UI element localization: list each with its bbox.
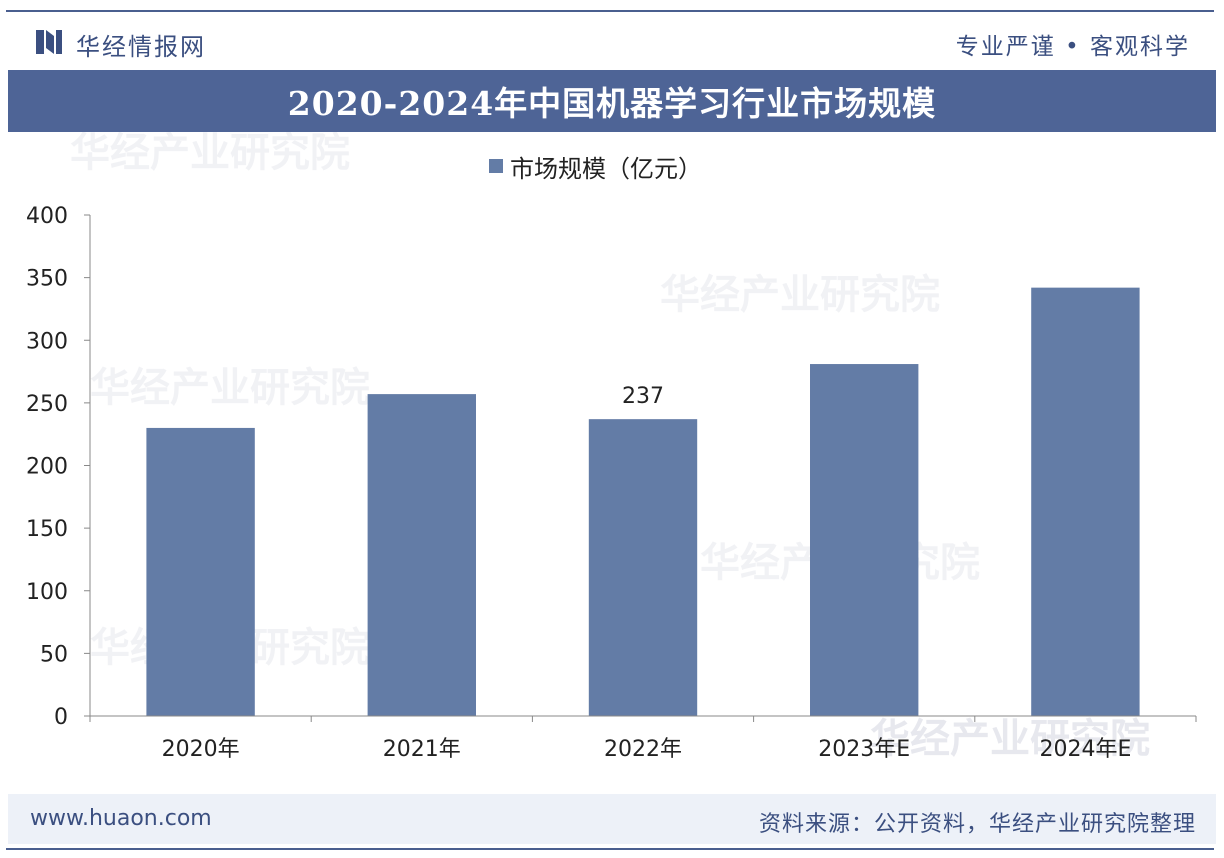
y-tick-label: 200 [26,455,68,480]
data-label: 237 [622,384,664,409]
x-tick-label: 2024年E [1039,737,1131,762]
brand-name: 华经情报网 [76,33,206,61]
bar-chart: 市场规模（亿元） 0 50 100 150 200 250 300 350 400 237 20… [26,155,1197,762]
y-tick-label: 400 [26,204,68,229]
slogan: 专业严谨 • 客观科学 [955,34,1190,60]
footer: www.huaon.com 资料来源：公开资料，华经产业研究院整理 [8,794,1216,844]
footer-url[interactable]: www.huaon.com [30,806,212,831]
y-tick-label: 250 [26,392,68,417]
bar [367,394,476,716]
bar [146,427,255,716]
x-tick-label: 2022年 [604,737,682,762]
logo-icon [36,30,62,54]
x-tick-label: 2020年 [162,737,240,762]
title-band: 2020-2024年中国机器学习行业市场规模 [8,70,1216,132]
legend: 市场规模（亿元） [489,155,702,183]
bar [810,364,919,716]
legend-label: 市场规模（亿元） [510,155,702,183]
y-tick-label: 50 [40,642,68,667]
bar [588,419,698,716]
bars: 237 [146,287,1140,716]
bar [1031,287,1140,716]
y-tick-label: 100 [26,580,68,605]
legend-swatch [489,159,503,173]
y-tick-label: 0 [54,705,68,730]
y-tick-label: 350 [26,267,68,292]
y-tick-label: 150 [26,517,68,542]
chart-frame [6,10,1214,850]
x-tick-label: 2023年E [818,737,910,762]
x-tick-label: 2021年 [383,737,461,762]
x-axis: 2020年 2021年 2022年 2023年E 2024年E [89,715,1197,762]
footer-source: 资料来源：公开资料，华经产业研究院整理 [758,812,1196,837]
chart-title: 2020-2024年中国机器学习行业市场规模 [287,84,937,123]
top-bar: 华经情报网 专业严谨 • 客观科学 [0,0,1224,66]
y-tick-label: 300 [26,329,68,354]
y-axis: 0 50 100 150 200 250 300 350 400 [26,204,91,730]
